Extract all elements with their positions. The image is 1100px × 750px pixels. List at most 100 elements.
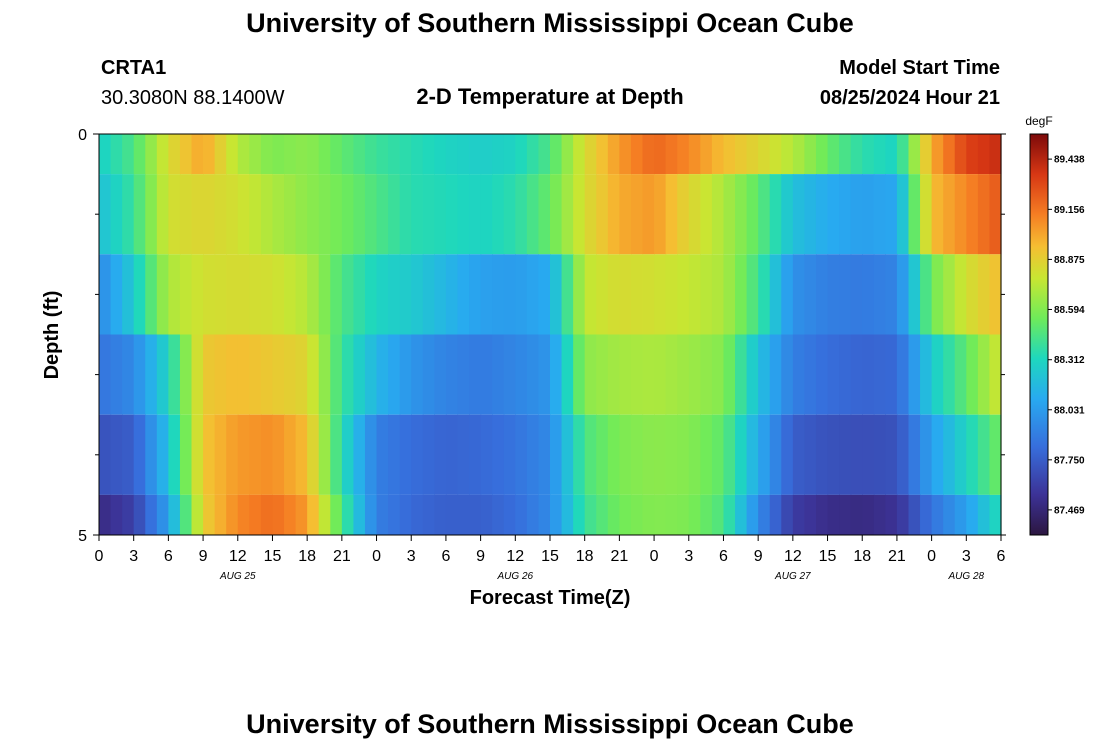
heatmap-cell xyxy=(480,414,493,495)
heatmap-cell xyxy=(688,414,701,495)
heatmap-cell xyxy=(168,494,181,535)
heatmap-cell xyxy=(758,414,771,495)
heatmap-cell xyxy=(850,254,863,335)
heatmap-cell xyxy=(226,414,239,495)
heatmap-cell xyxy=(191,494,204,535)
heatmap-cell xyxy=(503,174,516,255)
heatmap-cell xyxy=(422,254,435,335)
x-tick-label: 18 xyxy=(298,548,316,565)
x-tick-label: 0 xyxy=(927,548,936,565)
heatmap-cell xyxy=(492,494,505,535)
heatmap-cell xyxy=(364,134,378,175)
heatmap-cell xyxy=(850,494,863,535)
heatmap-cell xyxy=(989,414,1002,495)
heatmap-cell xyxy=(179,414,193,495)
heatmap-cell xyxy=(711,414,725,495)
heatmap-cell xyxy=(388,334,401,415)
heatmap-cell xyxy=(445,134,459,175)
x-tick-label: 6 xyxy=(997,548,1006,565)
heatmap-cell xyxy=(492,334,505,415)
heatmap-cell xyxy=(954,174,967,255)
heatmap-cell xyxy=(827,414,840,495)
heatmap-cell xyxy=(295,254,308,335)
x-tick-label: 15 xyxy=(264,548,282,565)
heatmap-cell xyxy=(341,174,355,255)
heatmap-cell xyxy=(168,254,181,335)
heatmap-cell xyxy=(908,414,921,495)
heatmap-cell xyxy=(850,414,863,495)
heatmap-cell xyxy=(862,254,875,335)
heatmap-cell xyxy=(203,174,216,255)
colorbar-tick-label: 87.469 xyxy=(1054,505,1085,516)
heatmap-cell xyxy=(469,494,482,535)
heatmap-cell xyxy=(179,334,193,415)
heatmap-cell xyxy=(746,494,759,535)
heatmap-cell xyxy=(133,414,146,495)
heatmap-cell xyxy=(526,494,540,535)
heatmap-cell xyxy=(711,334,725,415)
heatmap-cell xyxy=(630,174,644,255)
heatmap-cell xyxy=(815,334,829,415)
heatmap-cell xyxy=(445,254,459,335)
heatmap-cell xyxy=(122,494,135,535)
heatmap-cell xyxy=(515,134,528,175)
y-tick-label: 5 xyxy=(78,528,87,545)
heatmap-cell xyxy=(781,334,794,415)
heatmap-cell xyxy=(596,414,609,495)
heatmap-cell xyxy=(700,254,713,335)
station-name: CRTA1 xyxy=(101,57,167,79)
heatmap-cell xyxy=(388,254,401,335)
heatmap-cell xyxy=(584,494,597,535)
heatmap-cell xyxy=(272,334,285,415)
heatmap-cell xyxy=(896,254,910,335)
heatmap-cell xyxy=(815,494,829,535)
heatmap-cell xyxy=(237,174,250,255)
heatmap-cell xyxy=(411,494,424,535)
heatmap-cell xyxy=(943,254,956,335)
heatmap-cell xyxy=(538,254,551,335)
heatmap-cell xyxy=(619,334,632,415)
heatmap-cell xyxy=(249,334,262,415)
heatmap-cell xyxy=(931,174,944,255)
heatmap-cell xyxy=(168,334,181,415)
heatmap-cell xyxy=(862,174,875,255)
heatmap-cell xyxy=(827,494,840,535)
heatmap-cell xyxy=(642,334,655,415)
heatmap-cell xyxy=(746,174,759,255)
heatmap-cell xyxy=(966,174,979,255)
heatmap-cell xyxy=(677,134,690,175)
x-tick-label: 0 xyxy=(650,548,659,565)
x-tick-label: 15 xyxy=(819,548,837,565)
heatmap-cell xyxy=(723,254,736,335)
heatmap-cell xyxy=(804,254,817,335)
heatmap-cell xyxy=(850,174,863,255)
colorbar-scale xyxy=(1029,133,1049,536)
heatmap-cell xyxy=(792,174,806,255)
heatmap-cell xyxy=(237,134,250,175)
heatmap-cell xyxy=(977,254,991,335)
heatmap-cell xyxy=(665,134,678,175)
heatmap-cell xyxy=(179,174,193,255)
heatmap-cell xyxy=(480,174,493,255)
heatmap-cell xyxy=(630,414,644,495)
heatmap-cell xyxy=(110,254,123,335)
heatmap-cell xyxy=(746,134,759,175)
heatmap-cell xyxy=(122,334,135,415)
heatmap-cell xyxy=(214,414,227,495)
heatmap-cell xyxy=(619,494,632,535)
heatmap-cell xyxy=(434,494,447,535)
heatmap-cell xyxy=(411,174,424,255)
heatmap-cell xyxy=(330,494,343,535)
x-tick-label: 18 xyxy=(576,548,594,565)
heatmap-cell xyxy=(943,134,956,175)
heatmap-cell xyxy=(388,134,401,175)
heatmap-cell xyxy=(920,414,933,495)
heatmap-cell xyxy=(237,414,250,495)
x-tick-label: 15 xyxy=(541,548,559,565)
heatmap-cell xyxy=(110,334,123,415)
heatmap-cell xyxy=(654,134,667,175)
heatmap-cell xyxy=(503,494,516,535)
heatmap-cell xyxy=(399,334,412,415)
heatmap-cell xyxy=(422,334,435,415)
heatmap-cell xyxy=(318,174,331,255)
